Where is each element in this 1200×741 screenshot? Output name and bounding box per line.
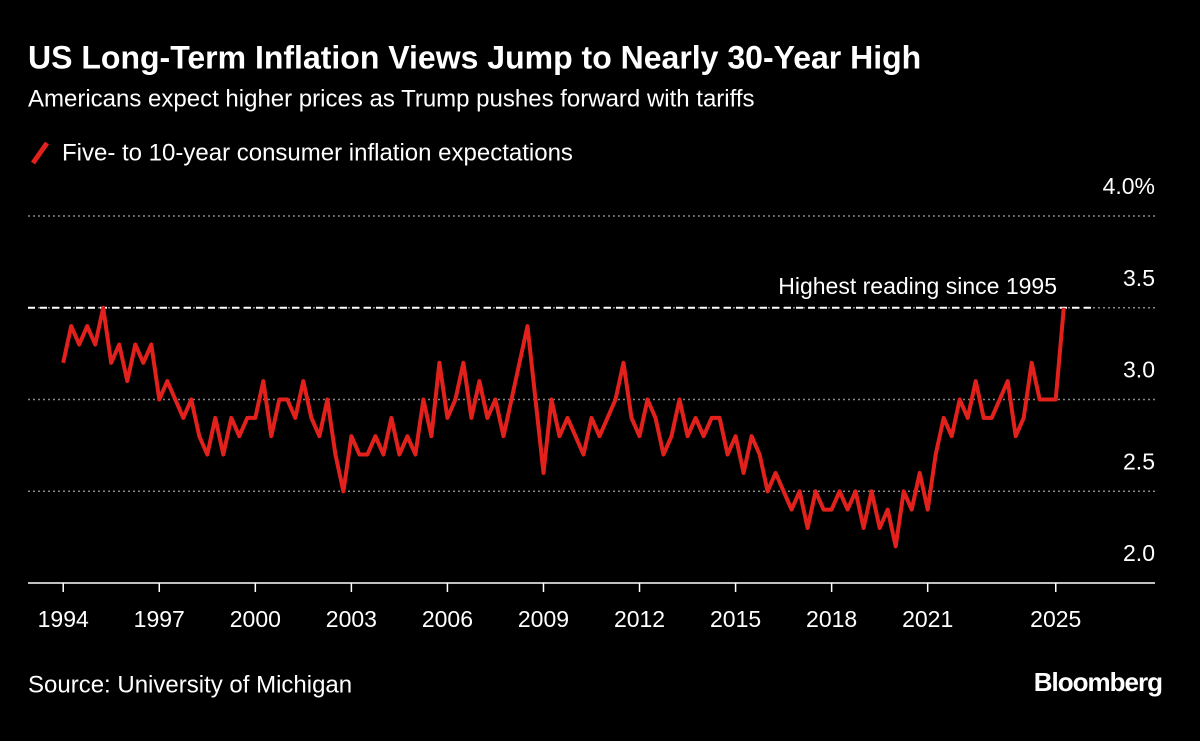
- x-tick-label: 2006: [422, 606, 473, 632]
- x-tick-label: 2000: [230, 606, 281, 632]
- y-tick-label: 2.5: [1123, 448, 1155, 474]
- x-tick-label: 2021: [902, 606, 953, 632]
- x-tick-label: 2025: [1030, 606, 1081, 632]
- legend-swatch: [30, 141, 50, 165]
- chart-title: US Long-Term Inflation Views Jump to Nea…: [28, 39, 921, 75]
- source: Source: University of Michigan: [28, 671, 352, 698]
- annotation-text: Highest reading since 1995: [778, 273, 1057, 299]
- legend-label: Five- to 10-year consumer inflation expe…: [62, 139, 573, 166]
- brand: Bloomberg: [1034, 667, 1162, 697]
- x-tick-label: 2018: [806, 606, 857, 632]
- x-tick-label: 2009: [518, 606, 569, 632]
- x-tick-label: 2012: [614, 606, 665, 632]
- x-tick-label: 2003: [326, 606, 377, 632]
- x-tick-label: 1997: [134, 606, 185, 632]
- x-tick-label: 2015: [710, 606, 761, 632]
- chart-subtitle: Americans expect higher prices as Trump …: [28, 85, 755, 112]
- y-tick-label: 3.5: [1123, 265, 1155, 291]
- y-tick-label: 3.0: [1123, 357, 1155, 383]
- series-line: [61, 305, 1066, 549]
- y-tick-label: 4.0%: [1103, 173, 1155, 199]
- y-tick-label: 2.0: [1123, 540, 1155, 566]
- x-tick-label: 1994: [38, 606, 89, 632]
